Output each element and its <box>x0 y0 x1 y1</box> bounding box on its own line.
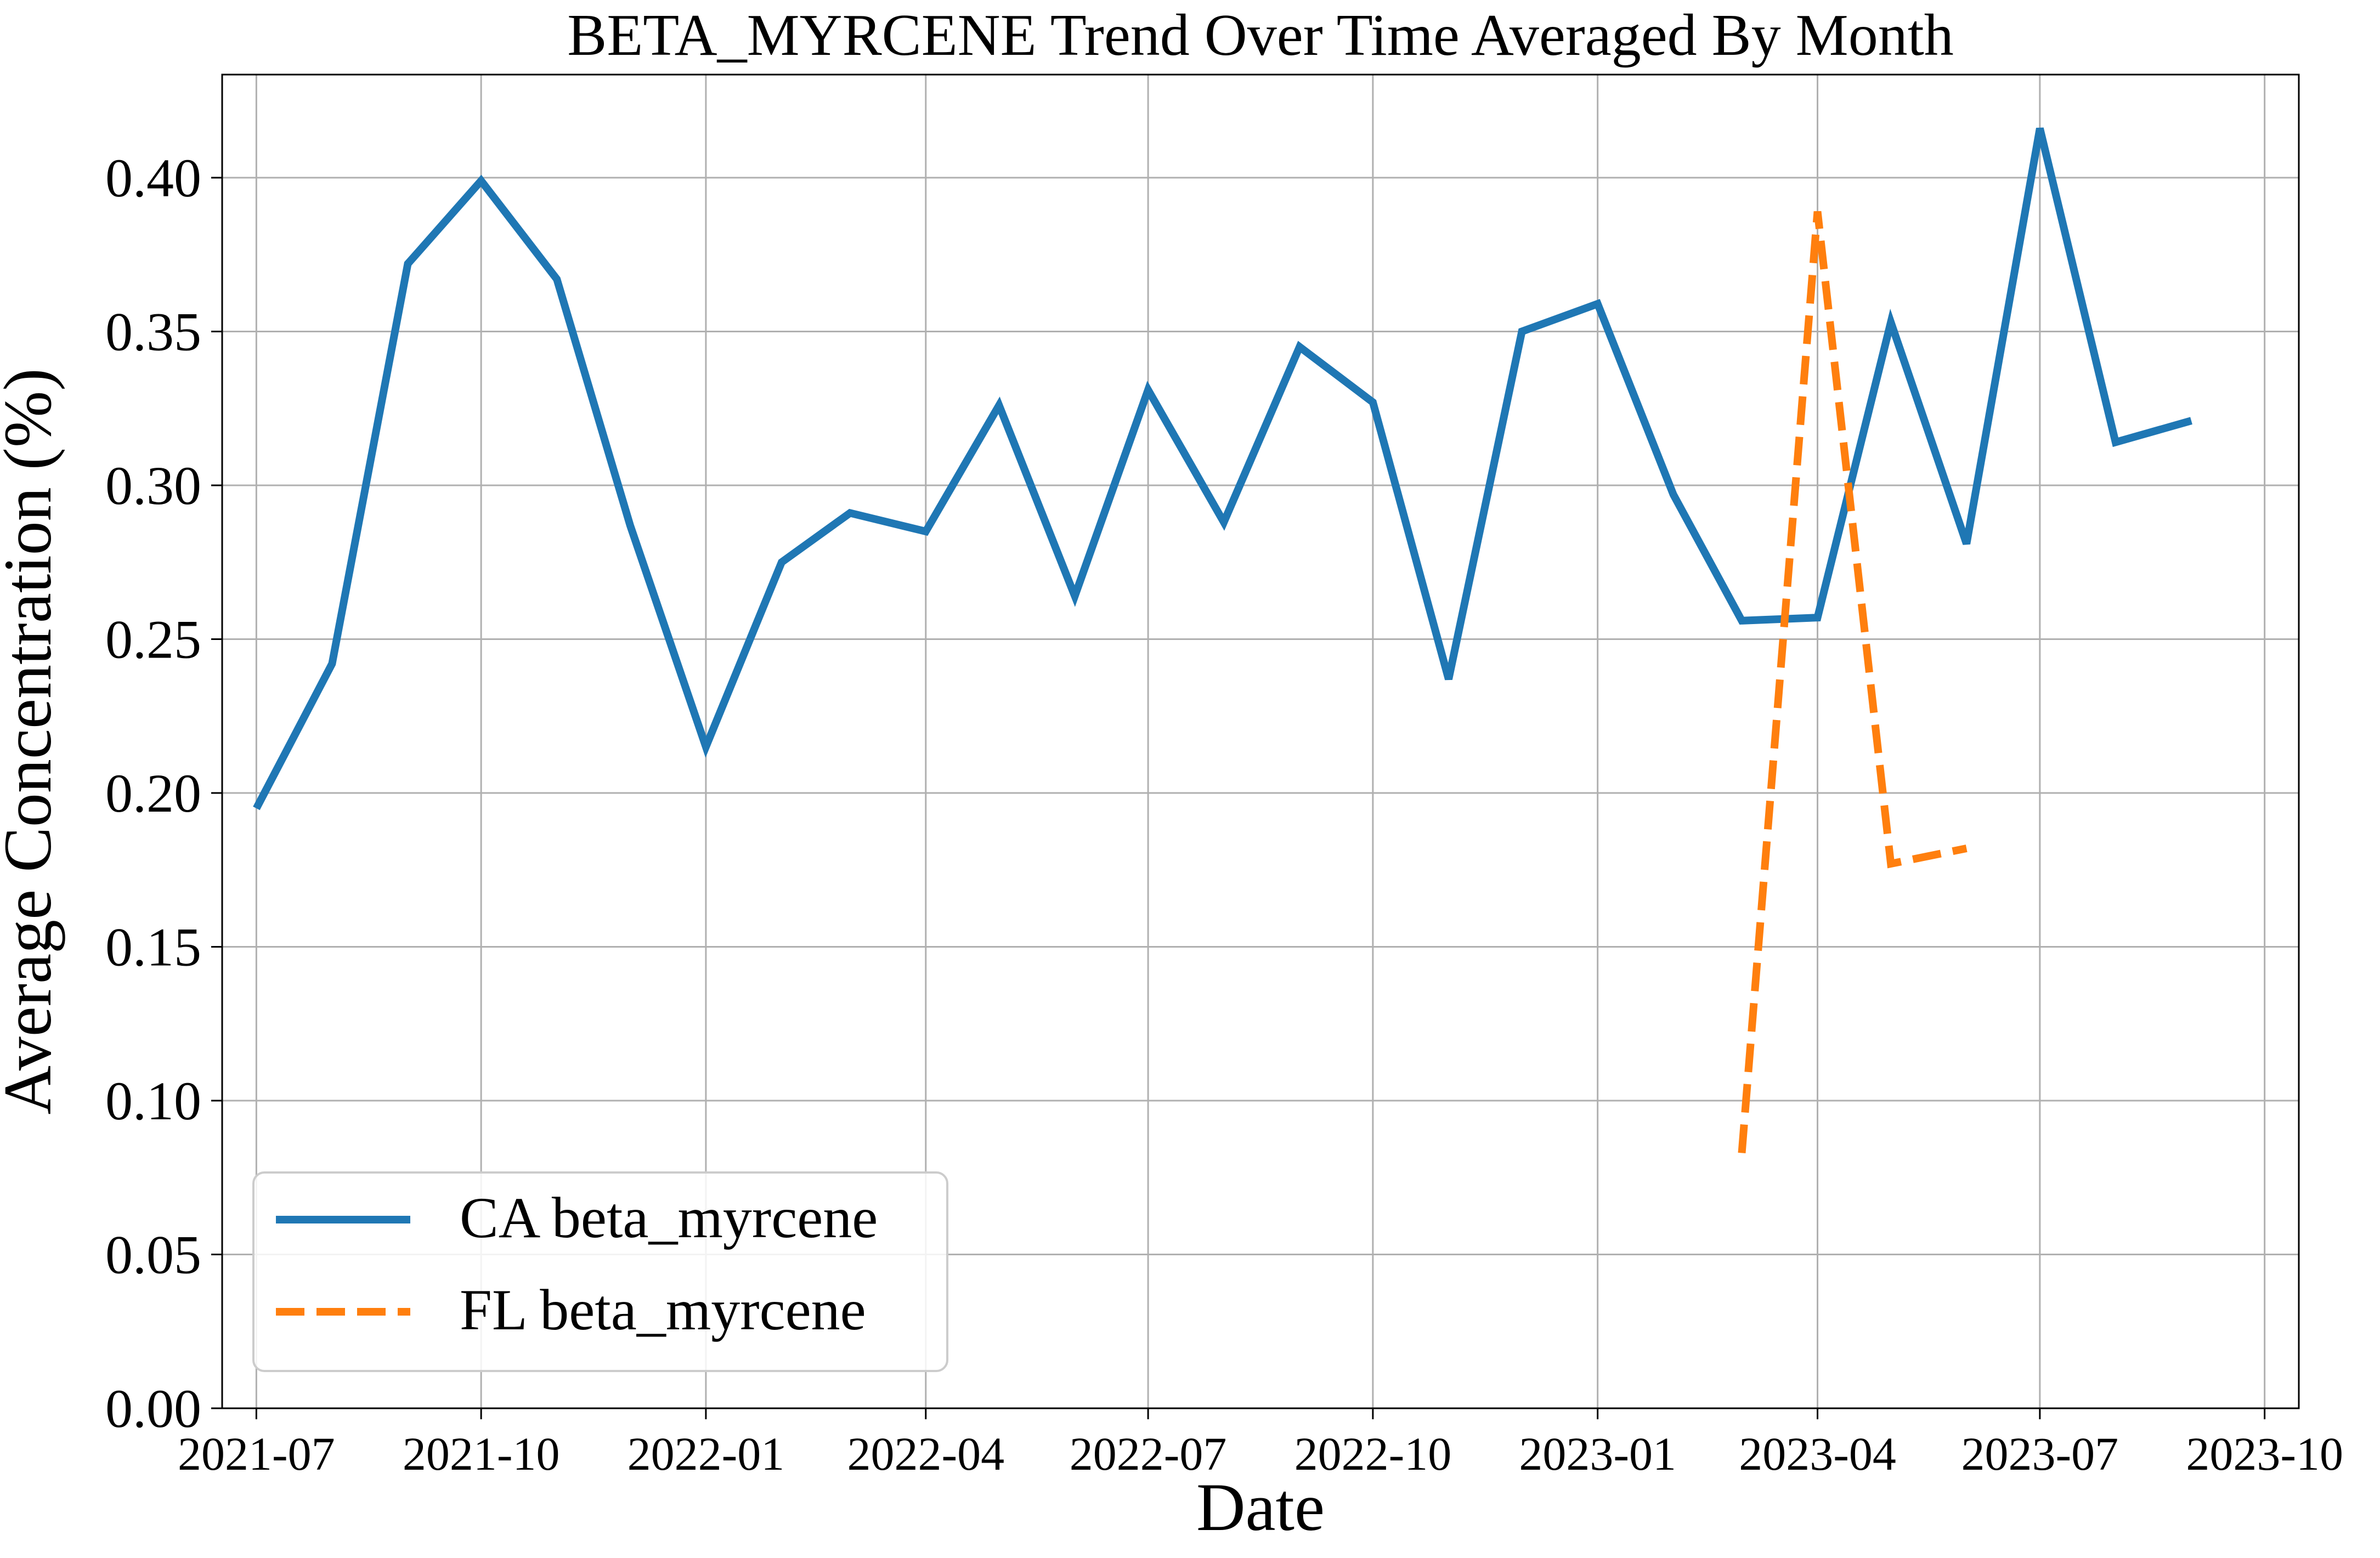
y-tick-label: 0.20 <box>105 763 201 824</box>
y-tick-label: 0.25 <box>105 609 201 670</box>
legend-box <box>252 1171 948 1372</box>
x-tick-label: 2023-07 <box>1961 1427 2119 1480</box>
x-tick-label: 2023-04 <box>1739 1427 1896 1480</box>
y-tick-label: 0.40 <box>105 148 201 208</box>
y-axis: 0.00 0.05 0.10 0.15 0.20 0.25 0.30 0.35 0.40 <box>105 148 222 1439</box>
legend-label-fl: FL beta_myrcene <box>460 1278 866 1342</box>
x-axis-label: Date <box>1196 1470 1325 1545</box>
x-tick-label: 2023-10 <box>2186 1427 2343 1480</box>
series-line-ca <box>253 127 2192 811</box>
x-tick-label: 2022-01 <box>627 1427 785 1480</box>
chart-title: BETA_MYRCENE Trend Over Time Averaged By… <box>567 3 1953 68</box>
y-tick-label: 0.00 <box>105 1378 201 1439</box>
y-tick-label: 0.35 <box>105 301 201 362</box>
x-tick-label: 2021-07 <box>178 1427 335 1480</box>
series-line-fl <box>1738 211 1968 1153</box>
x-tick-label: 2021-10 <box>403 1427 560 1480</box>
y-tick-label: 0.05 <box>105 1224 201 1285</box>
y-tick-label: 0.10 <box>105 1070 201 1131</box>
x-axis: 2021-07 2021-10 2022-01 2022-04 2022-07 2022-… <box>178 1408 2343 1480</box>
legend-label-ca: CA beta_myrcene <box>460 1186 878 1250</box>
legend: CA beta_myrcene FL beta_myrcene <box>252 1171 948 1372</box>
plot-area-frame <box>221 73 2300 1409</box>
x-tick-label: 2023-01 <box>1519 1427 1676 1480</box>
series-layer <box>253 127 2192 1153</box>
x-tick-label: 2022-10 <box>1294 1427 1452 1480</box>
x-tick-label: 2022-04 <box>847 1427 1004 1480</box>
y-tick-label: 0.30 <box>105 455 201 516</box>
y-tick-label: 0.15 <box>105 916 201 977</box>
y-axis-label: Average Concentration (%) <box>0 368 65 1114</box>
x-tick-label: 2022-07 <box>1070 1427 1227 1480</box>
